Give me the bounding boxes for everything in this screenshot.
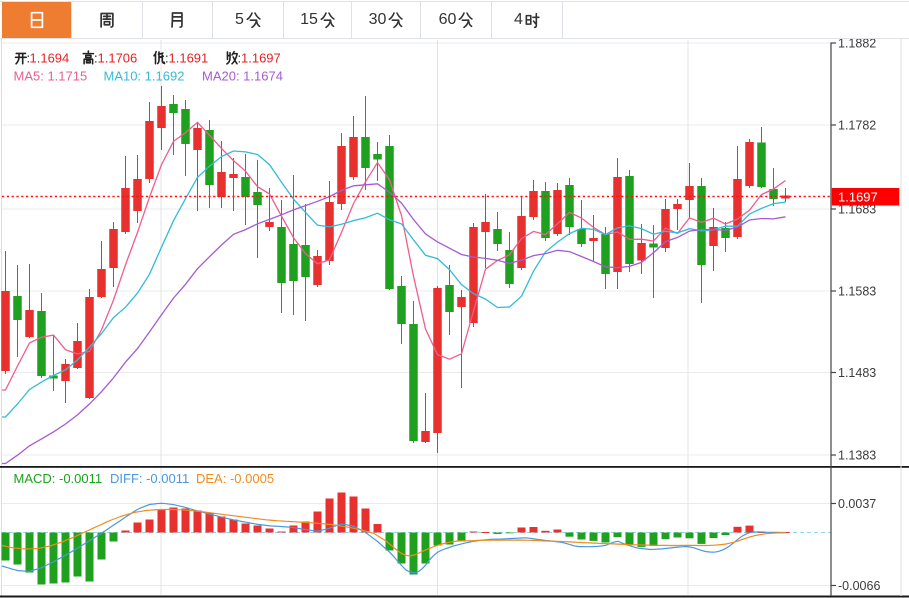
svg-text:MACD: -0.0011: MACD: -0.0011: [14, 471, 103, 486]
svg-text:1.1706: 1.1706: [98, 51, 138, 66]
svg-text::: :: [27, 51, 31, 66]
svg-text:1.1694: 1.1694: [30, 51, 70, 66]
svg-text:MA5: 1.1715: MA5: 1.1715: [14, 69, 88, 84]
svg-text:1.1683: 1.1683: [838, 203, 876, 217]
svg-text:0.0037: 0.0037: [838, 497, 876, 511]
svg-text:DEA: -0.0005: DEA: -0.0005: [196, 471, 274, 486]
svg-text:1.1383: 1.1383: [838, 449, 876, 463]
svg-text:1.1583: 1.1583: [838, 285, 876, 299]
svg-text::: :: [94, 51, 98, 66]
svg-text::: :: [238, 51, 242, 66]
svg-text:1.1882: 1.1882: [838, 37, 876, 51]
svg-text::: :: [165, 51, 169, 66]
svg-text:1.1697: 1.1697: [838, 190, 878, 205]
svg-text:DIFF: -0.0011: DIFF: -0.0011: [110, 471, 189, 486]
svg-text:MA20: 1.1674: MA20: 1.1674: [202, 69, 283, 84]
svg-text:1.1691: 1.1691: [169, 51, 209, 66]
svg-text:1.1782: 1.1782: [838, 119, 876, 133]
svg-text:-0.0066: -0.0066: [838, 579, 880, 593]
svg-text:1.1697: 1.1697: [241, 51, 281, 66]
svg-text:1.1483: 1.1483: [838, 366, 876, 380]
svg-text:MA10: 1.1692: MA10: 1.1692: [104, 69, 185, 84]
